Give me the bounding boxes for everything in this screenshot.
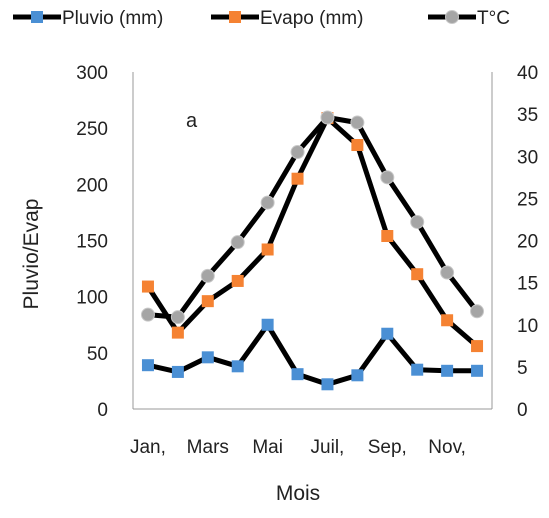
- legend: Pluvio (mm) Evapo (mm) T°C: [13, 8, 510, 29]
- x-tick-labels: Jan, Mars Mai Juil, Sep, Nov,: [130, 437, 466, 458]
- legend-marker: [445, 10, 459, 24]
- legend-marker: [31, 11, 43, 23]
- y2-tick-label: 30: [517, 147, 538, 168]
- axes: [132, 72, 493, 410]
- legend-label: Evapo (mm): [260, 8, 363, 29]
- data-point: [170, 310, 185, 325]
- data-point: [440, 265, 455, 280]
- data-point: [261, 318, 274, 331]
- data-point: [231, 274, 244, 287]
- data-point: [171, 326, 184, 339]
- y-tick-label: 50: [87, 344, 108, 365]
- data-point: [201, 295, 214, 308]
- data-point: [291, 172, 304, 185]
- data-point: [320, 110, 335, 125]
- data-point: [321, 378, 334, 391]
- y-tick-label: 150: [76, 232, 108, 253]
- x-axis-title: Mois: [276, 482, 320, 505]
- series-1: [141, 112, 484, 353]
- data-point: [141, 359, 154, 372]
- series-0: [141, 318, 484, 391]
- legend-item: Pluvio (mm): [13, 8, 163, 29]
- data-point: [230, 235, 245, 250]
- data-point: [141, 280, 154, 293]
- data-point: [470, 304, 485, 319]
- y-tick-label: 300: [76, 63, 108, 84]
- data-point: [290, 145, 305, 160]
- y2-tick-label: 40: [517, 63, 538, 84]
- y2-tick-label: 20: [517, 232, 538, 253]
- series-group: [140, 110, 485, 391]
- data-point: [171, 365, 184, 378]
- x-tick-label: Mars: [187, 437, 229, 458]
- data-point: [411, 363, 424, 376]
- y-tick-labels: 0 50 100 150 200 250 300: [76, 63, 108, 421]
- x-tick-label: Mai: [252, 437, 283, 458]
- annotation-label: a: [186, 110, 198, 132]
- legend-marker: [229, 11, 241, 23]
- data-point: [291, 368, 304, 381]
- data-point: [351, 369, 364, 382]
- y-tick-label: 200: [76, 175, 108, 196]
- data-point: [381, 230, 394, 243]
- y-tick-label: 0: [97, 400, 108, 421]
- data-point: [350, 115, 365, 130]
- data-point: [201, 351, 214, 364]
- legend-item: Evapo (mm): [211, 8, 363, 29]
- data-point: [471, 340, 484, 353]
- y2-tick-label: 15: [517, 274, 538, 295]
- y2-tick-label: 0: [517, 400, 528, 421]
- data-point: [231, 360, 244, 373]
- series-line: [147, 322, 477, 387]
- data-point: [441, 314, 454, 327]
- x-tick-label: Nov,: [428, 437, 466, 458]
- data-point: [351, 139, 364, 152]
- y-axis-title: Pluvio/Evap: [20, 199, 43, 310]
- data-point: [140, 307, 155, 322]
- y2-tick-label: 35: [517, 105, 538, 126]
- x-tick-label: Jan,: [130, 437, 166, 458]
- data-point: [380, 170, 395, 185]
- series-line: [147, 115, 479, 320]
- legend-item: T°C: [428, 8, 510, 29]
- y-tick-label: 100: [76, 288, 108, 309]
- data-point: [381, 327, 394, 340]
- y2-tick-label: 10: [517, 316, 538, 337]
- data-point: [411, 268, 424, 281]
- series-2: [140, 110, 485, 325]
- data-point: [441, 364, 454, 377]
- data-point: [471, 364, 484, 377]
- y-tick-label: 250: [76, 119, 108, 140]
- series-line: [145, 115, 479, 348]
- y2-tick-label: 5: [517, 358, 528, 379]
- data-point: [410, 214, 425, 229]
- x-tick-label: Juil,: [311, 437, 345, 458]
- y2-tick-label: 25: [517, 189, 538, 210]
- data-point: [261, 243, 274, 256]
- x-tick-label: Sep,: [368, 437, 407, 458]
- data-point: [260, 195, 275, 210]
- legend-label: T°C: [477, 8, 510, 29]
- y2-tick-labels: 0 5 10 15 20 25 30 35 40: [517, 63, 538, 421]
- legend-label: Pluvio (mm): [62, 8, 163, 29]
- data-point: [200, 268, 215, 283]
